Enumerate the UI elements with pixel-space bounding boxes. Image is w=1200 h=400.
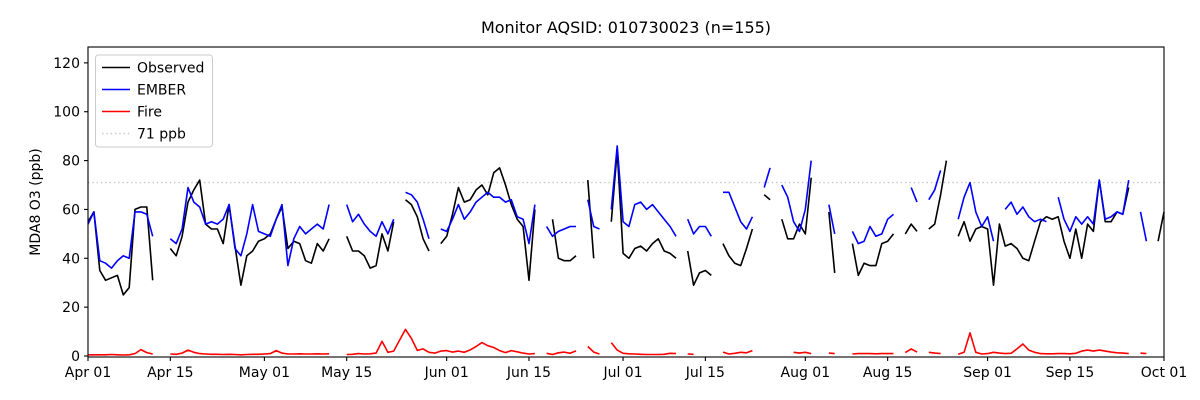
- legend-label: 71 ppb: [137, 127, 186, 143]
- observed-line: [87, 150, 1165, 296]
- legend-label: Observed: [137, 61, 204, 77]
- y-axis: 0 20 40 60 80 100 120: [53, 56, 88, 365]
- plot-area: 0 20 40 60 80 100 120 Apr 01 Apr 15 May 01 May 15 J…: [53, 46, 1187, 381]
- legend: Observed EMBER Fire 71 ppb: [95, 54, 213, 148]
- x-tick-label: Sep 15: [1046, 365, 1095, 381]
- x-tick-label: Jul 01: [602, 365, 642, 381]
- y-axis-label: MDA8 O3 (ppb): [28, 148, 44, 256]
- legend-label: EMBER: [137, 83, 186, 99]
- ember-line: [87, 145, 1148, 269]
- x-tick-label: Jul 15: [685, 365, 725, 381]
- x-tick-label: Oct 01: [1141, 365, 1187, 381]
- y-tick-label: 60: [62, 202, 80, 218]
- legend-label: Fire: [137, 105, 162, 121]
- x-tick-label: May 15: [321, 365, 372, 381]
- y-tick-label: 100: [53, 105, 80, 121]
- chart-title: Monitor AQSID: 010730023 (n=155): [481, 18, 771, 37]
- axes-box: [87, 46, 1165, 358]
- x-tick-label: Apr 15: [147, 365, 193, 381]
- x-tick-label: Apr 01: [65, 365, 111, 381]
- y-tick-label: 120: [53, 56, 80, 72]
- x-tick-label: Jun 01: [424, 365, 469, 381]
- x-tick-label: Aug 01: [781, 365, 831, 381]
- y-tick-label: 80: [62, 154, 80, 170]
- x-axis: Apr 01 Apr 15 May 01 May 15 Jun 01 Jun 15 Jul …: [65, 357, 1187, 381]
- y-tick-label: 0: [71, 349, 80, 365]
- x-tick-label: Sep 01: [963, 365, 1012, 381]
- x-tick-label: Aug 15: [863, 365, 913, 381]
- x-tick-label: May 01: [239, 365, 290, 381]
- fire-line: [88, 329, 1158, 355]
- x-tick-label: Jun 15: [506, 365, 551, 381]
- legend-box: [95, 54, 213, 148]
- y-tick-label: 20: [62, 300, 80, 316]
- y-tick-label: 40: [62, 251, 80, 267]
